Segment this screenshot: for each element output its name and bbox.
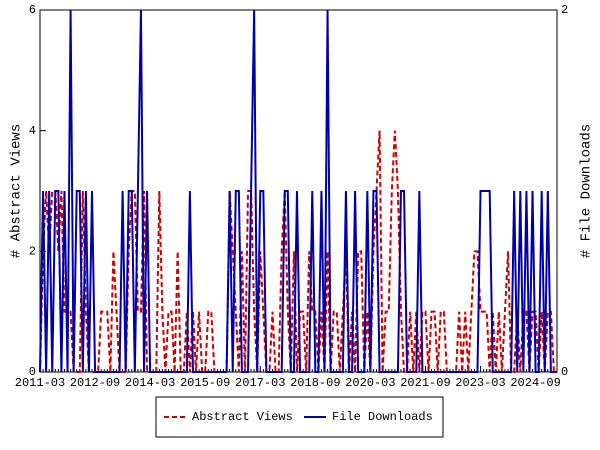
x-tick-label: 2015-09 [180, 376, 230, 390]
series-line [39, 9, 557, 373]
y-tick-label: 0 [29, 365, 36, 379]
x-tick-label: 2024-09 [510, 376, 560, 390]
y-tick-label: 2 [29, 245, 36, 259]
y2-axis-label: # File Downloads [579, 124, 595, 258]
x-tick-label: 2020-03 [345, 376, 395, 390]
y-tick-label: 4 [29, 124, 36, 138]
legend-label: File Downloads [332, 410, 433, 424]
y2-tick-label: 0 [561, 365, 568, 379]
x-tick-label: 2011-03 [15, 376, 65, 390]
legend-box [155, 396, 444, 438]
x-tick-label: 2017-03 [235, 376, 285, 390]
x-tick-label: 2014-03 [125, 376, 175, 390]
y-axis-label: # Abstract Views [9, 124, 25, 258]
x-tick-label: 2018-09 [290, 376, 340, 390]
y2-tick-label: 2 [561, 3, 568, 17]
x-tick-label: 2012-09 [70, 376, 120, 390]
x-tick-label: 2021-09 [400, 376, 450, 390]
y-tick-label: 6 [29, 3, 36, 17]
x-tick-label: 2023-03 [455, 376, 505, 390]
legend-label: Abstract Views [192, 410, 293, 424]
plot-frame [39, 9, 558, 373]
